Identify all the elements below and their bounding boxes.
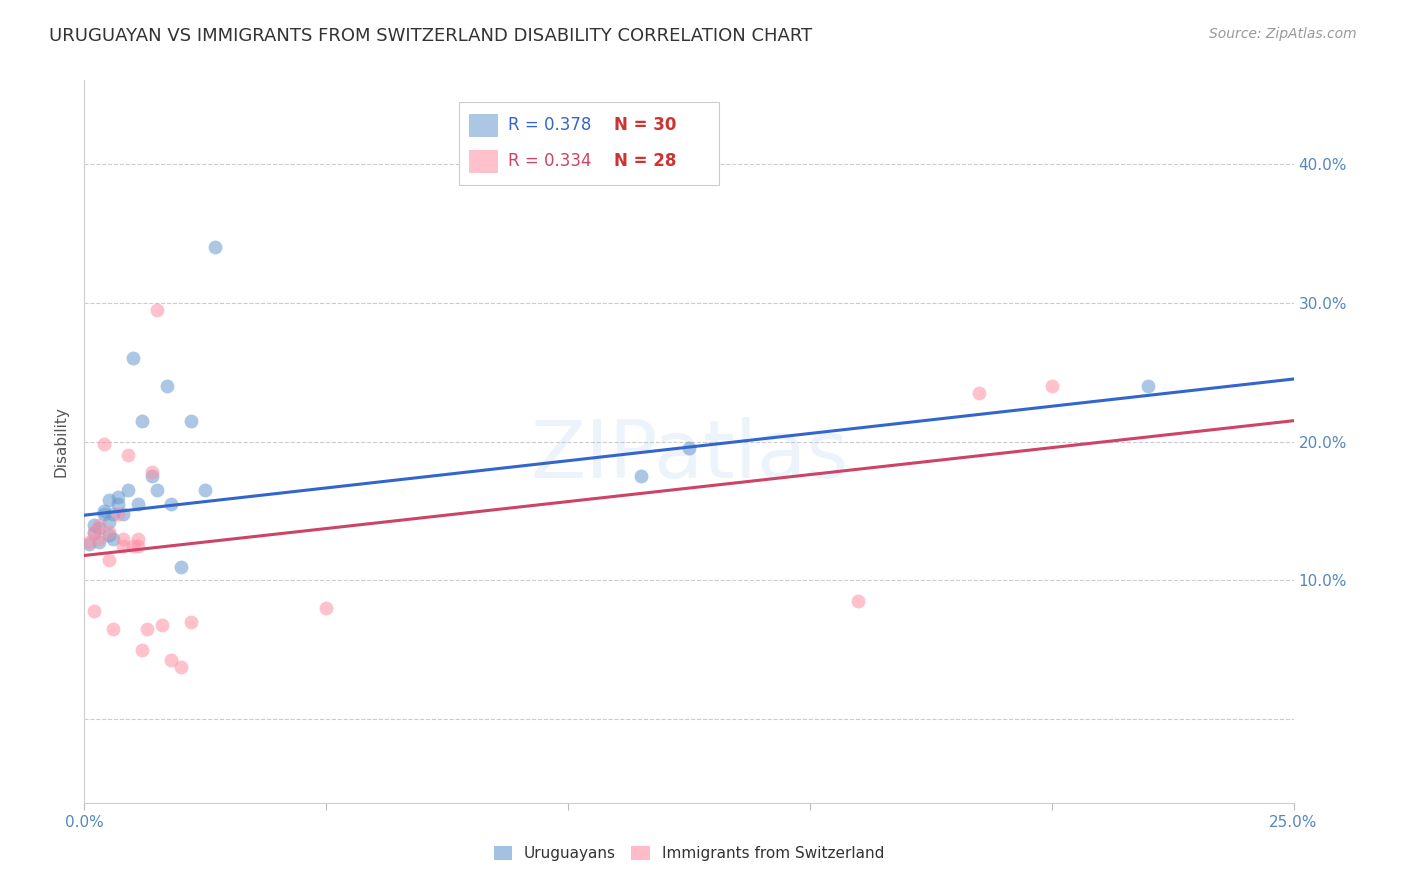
Point [150, 618, 173, 632]
Point [146, 302, 169, 317]
Point [117, 449, 139, 463]
Point [112, 507, 135, 521]
Point [678, 442, 700, 456]
FancyBboxPatch shape [460, 102, 720, 185]
Point [83, 526, 105, 541]
Point [103, 507, 125, 521]
Point [967, 385, 990, 400]
Point [846, 594, 869, 608]
Point [117, 483, 139, 498]
Y-axis label: Disability: Disability [53, 406, 69, 477]
Text: ZIPatlas: ZIPatlas [530, 417, 848, 495]
Point [127, 539, 149, 553]
Point [204, 240, 226, 254]
Point [160, 653, 183, 667]
Point [160, 497, 183, 511]
Point [194, 483, 217, 498]
Point [87, 532, 110, 546]
Point [97, 524, 120, 539]
Point [155, 379, 177, 393]
Point [93, 504, 115, 518]
Point [1137, 379, 1160, 393]
Text: N = 30: N = 30 [614, 116, 676, 134]
Text: URUGUAYAN VS IMMIGRANTS FROM SWITZERLAND DISABILITY CORRELATION CHART: URUGUAYAN VS IMMIGRANTS FROM SWITZERLAND… [49, 27, 813, 45]
Point [131, 643, 153, 657]
Point [170, 559, 193, 574]
Point [97, 515, 120, 529]
Point [141, 469, 163, 483]
FancyBboxPatch shape [468, 113, 498, 136]
Point [93, 507, 115, 521]
Point [315, 601, 337, 615]
Point [121, 539, 143, 553]
Point [180, 414, 202, 428]
Text: Source: ZipAtlas.com: Source: ZipAtlas.com [1209, 27, 1357, 41]
FancyBboxPatch shape [468, 150, 498, 173]
Point [83, 604, 105, 618]
Point [1040, 379, 1063, 393]
Point [180, 615, 202, 630]
Point [170, 659, 193, 673]
Legend: Uruguayans, Immigrants from Switzerland: Uruguayans, Immigrants from Switzerland [488, 840, 890, 867]
Point [103, 532, 125, 546]
Point [630, 469, 652, 483]
Text: R = 0.334: R = 0.334 [508, 153, 591, 170]
Point [107, 497, 129, 511]
Point [121, 351, 143, 366]
Point [77, 537, 100, 551]
Point [112, 532, 135, 546]
Point [127, 532, 149, 546]
Point [97, 552, 120, 566]
Point [127, 497, 149, 511]
Point [131, 414, 153, 428]
Point [146, 483, 169, 498]
Point [103, 622, 125, 636]
Point [83, 517, 105, 532]
Point [93, 437, 115, 451]
Point [87, 534, 110, 549]
Text: N = 28: N = 28 [614, 153, 676, 170]
Point [83, 524, 105, 539]
Text: R = 0.378: R = 0.378 [508, 116, 591, 134]
Point [112, 539, 135, 553]
Point [107, 507, 129, 521]
Point [107, 490, 129, 504]
Point [87, 521, 110, 535]
Point [97, 527, 120, 541]
Point [141, 465, 163, 479]
Point [97, 492, 120, 507]
Point [87, 517, 110, 532]
Point [77, 534, 100, 549]
Point [136, 622, 159, 636]
